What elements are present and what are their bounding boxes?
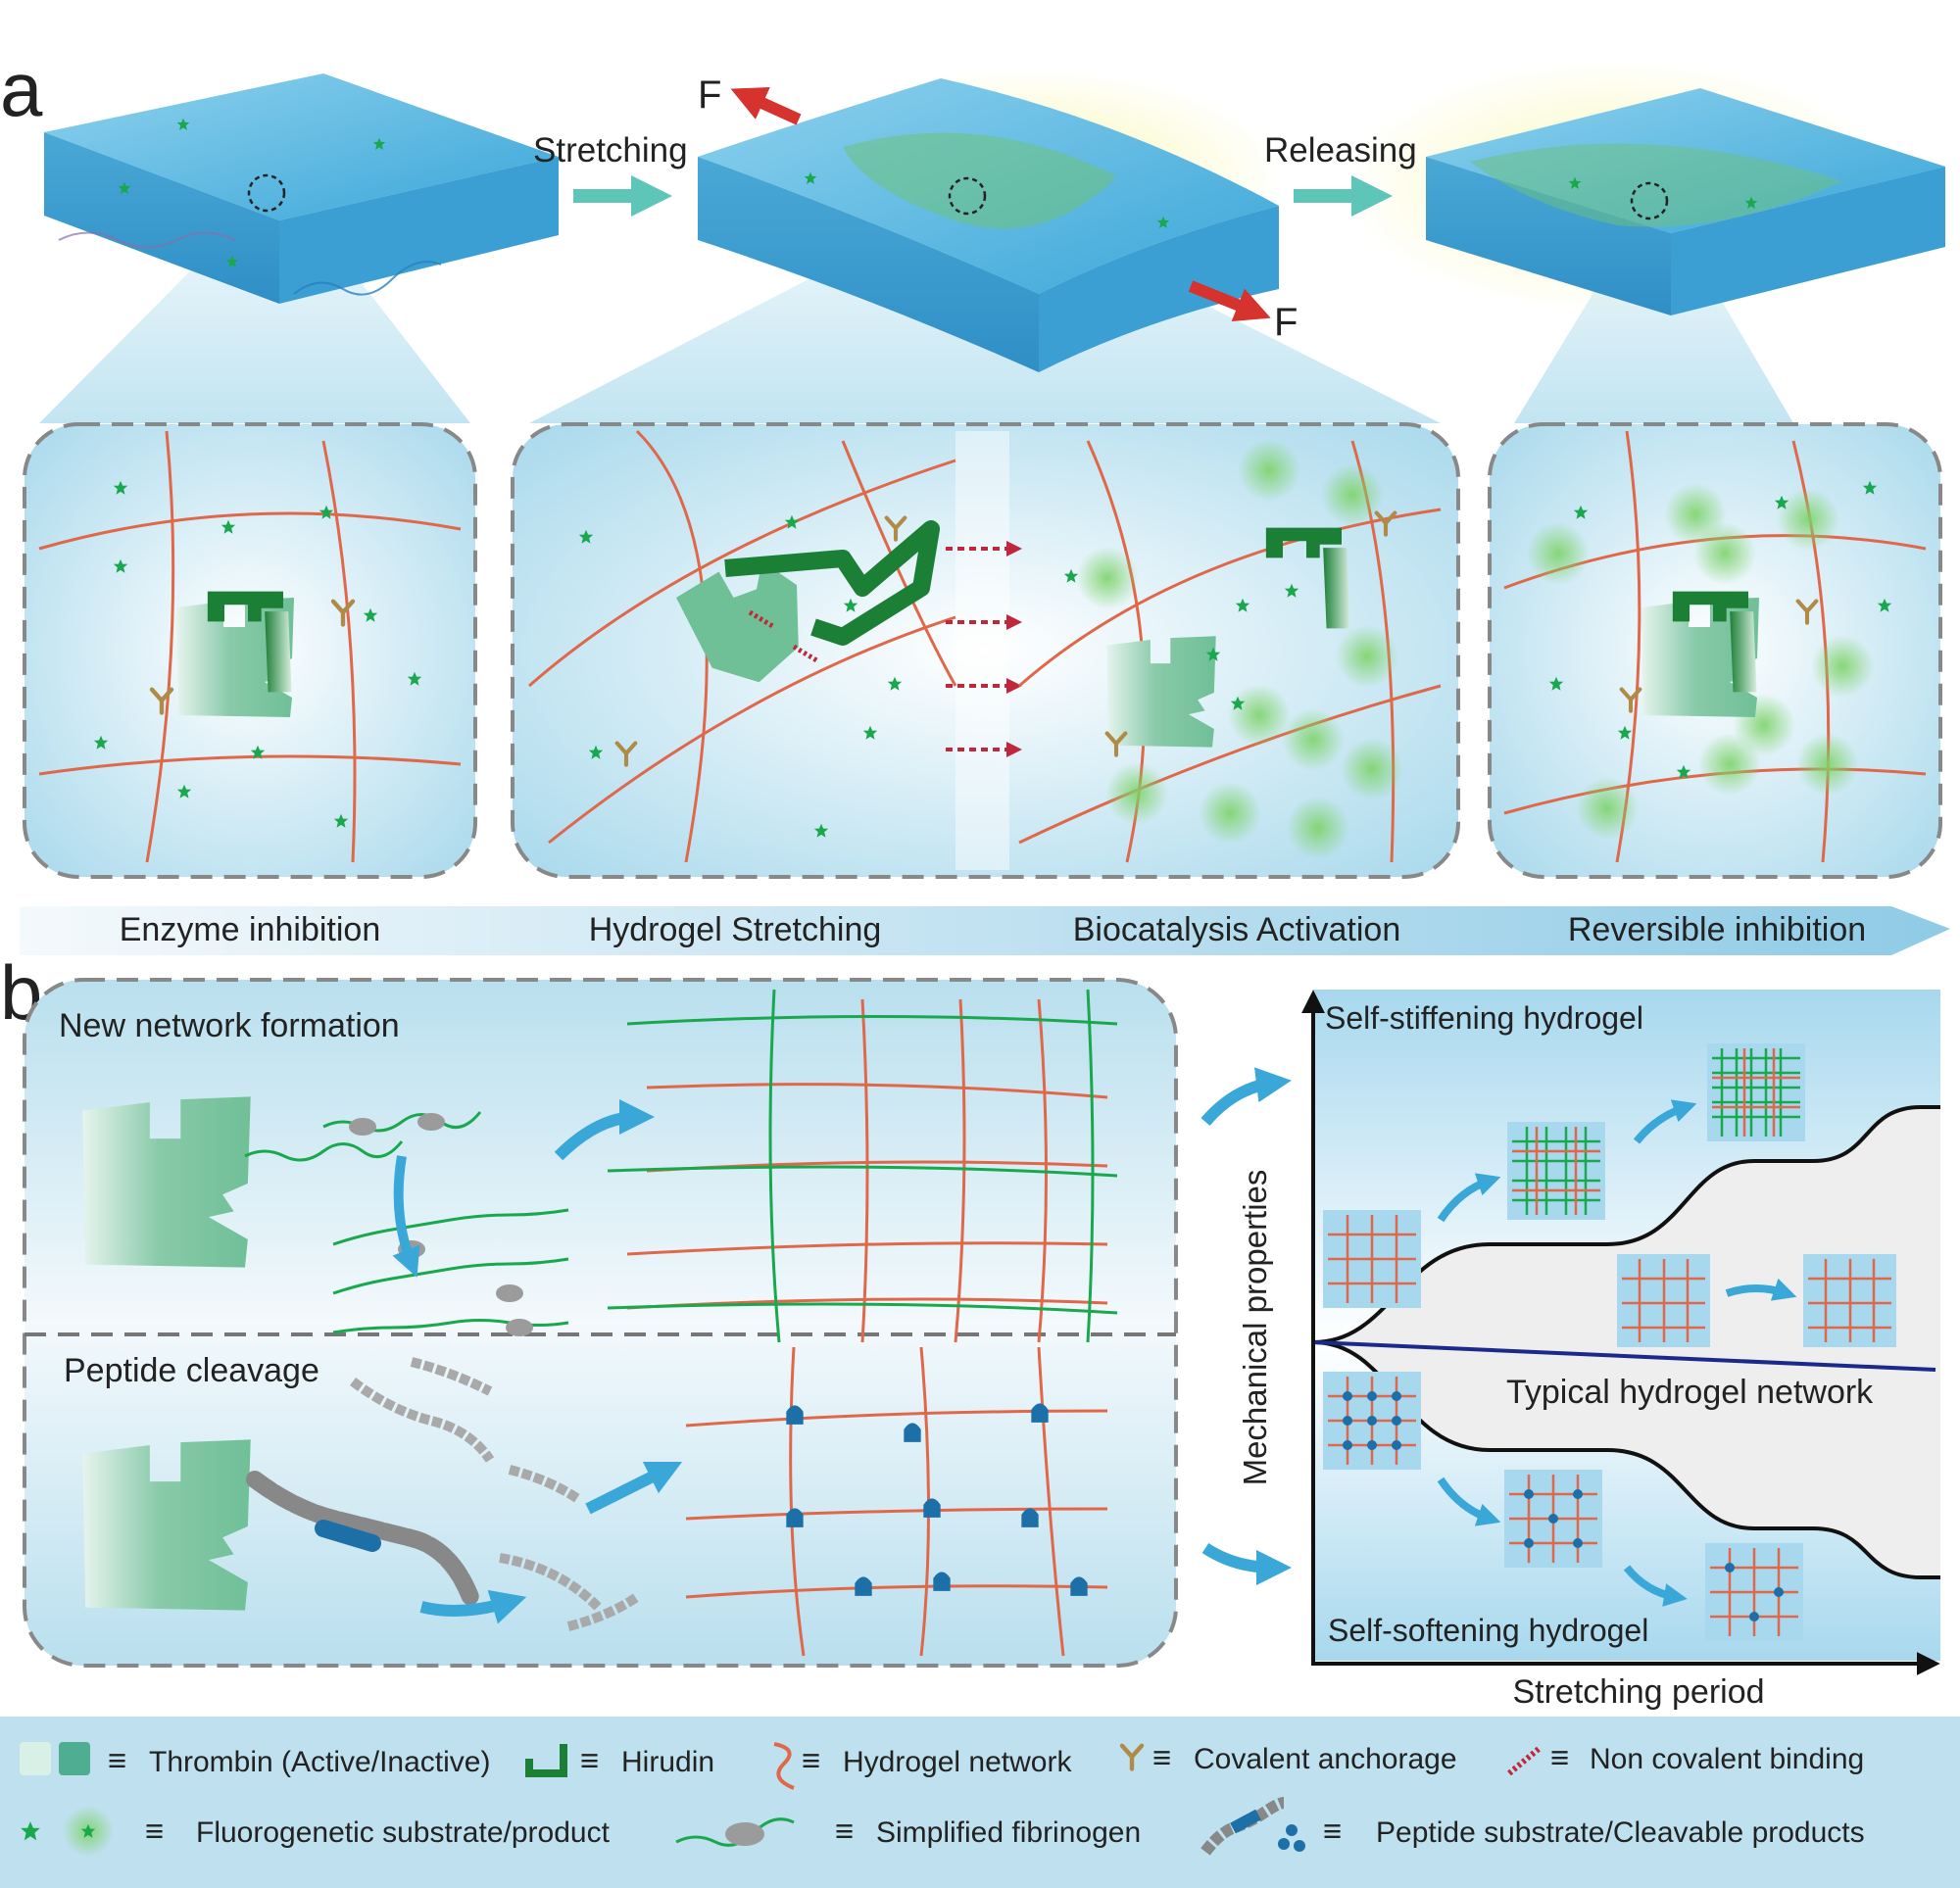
flow-arrow-to-stiffening	[1200, 1067, 1292, 1126]
y-axis-label: Mechanical properties	[1237, 1170, 1273, 1486]
svg-text:≡: ≡	[580, 1742, 599, 1778]
new-network-formation-title: New network formation	[59, 1007, 400, 1044]
zoom-beam-1	[39, 196, 470, 423]
svg-text:≡: ≡	[802, 1742, 820, 1778]
legend-hydrogel-network: ≡ Hydrogel network	[773, 1742, 1072, 1790]
legend: ≡ Thrombin (Active/Inactive) ≡ Hirudin ≡…	[0, 1717, 1960, 1888]
typical-hydrogel-curve	[1312, 1340, 1936, 1372]
force-arrow-right	[1188, 280, 1271, 322]
network-inset-typical-1	[1617, 1254, 1710, 1347]
network-inset-softened-2	[1504, 1470, 1602, 1568]
network-inset-stiffened-2	[1707, 1043, 1805, 1141]
svg-text:≡: ≡	[1152, 1739, 1171, 1775]
network-inset-softened-1	[1323, 1372, 1421, 1470]
mechanical-properties-graph: Mechanical properties Stretching period …	[1237, 990, 1940, 1711]
legend-noncovalent-binding: ≡ Non covalent binding	[1507, 1739, 1864, 1776]
force-arrow-left	[730, 87, 802, 125]
panel-a-letter: a	[0, 46, 43, 132]
stage-label-3: Biocatalysis Activation	[1073, 911, 1401, 948]
legend-thrombin-label: Thrombin (Active/Inactive)	[149, 1746, 490, 1778]
force-label-right: F	[1274, 301, 1298, 344]
network-inset-softened-3	[1705, 1543, 1803, 1641]
releasing-label: Releasing	[1264, 131, 1417, 169]
typical-hydrogel-label: Typical hydrogel network	[1506, 1374, 1874, 1411]
legend-covalent-anchorage: ≡ Covalent anchorage	[1122, 1739, 1457, 1775]
svg-text:≡: ≡	[145, 1813, 164, 1849]
svg-text:≡: ≡	[1550, 1739, 1569, 1775]
stage-progress-band	[20, 906, 1950, 955]
hydrogel-slab-relaxed	[44, 73, 559, 304]
stage-label-4: Reversible inhibition	[1568, 911, 1866, 948]
svg-text:≡: ≡	[1323, 1813, 1342, 1849]
legend-noncovalent-label: Non covalent binding	[1590, 1743, 1864, 1775]
legend-peptide-substrate: ≡ Peptide substrate/Cleavable products	[1200, 1797, 1865, 1856]
legend-covalent-label: Covalent anchorage	[1194, 1743, 1457, 1775]
flow-arrow-to-softening	[1201, 1542, 1292, 1585]
legend-fluorogenetic-label: Fluorogenetic substrate/product	[196, 1816, 611, 1849]
legend-hydrogel-label: Hydrogel network	[843, 1746, 1072, 1778]
legend-hirudin-label: Hirudin	[621, 1746, 714, 1778]
stage-label-1: Enzyme inhibition	[120, 911, 380, 948]
zoom-box-stretching-activation	[511, 422, 1460, 879]
legend-fibrinogen: ≡ Simplified fibrinogen	[675, 1813, 1141, 1849]
x-axis-label: Stretching period	[1512, 1673, 1764, 1711]
new-network-formation-box: New network formation Peptide cleavage	[23, 978, 1178, 1668]
stage-label-2: Hydrogel Stretching	[589, 911, 882, 948]
hydrogel-slab-released	[1343, 59, 1945, 315]
legend-fluorogenetic: ≡ Fluorogenetic substrate/product	[21, 1806, 611, 1857]
legend-hirudin: ≡ Hirudin	[525, 1742, 714, 1778]
hydrogel-slab-stretched	[698, 69, 1284, 372]
force-label-left: F	[698, 73, 721, 117]
self-stiffening-label: Self-stiffening hydrogel	[1325, 1000, 1643, 1036]
peptide-cleavage-title: Peptide cleavage	[64, 1352, 319, 1389]
zoom-beam-3	[1514, 206, 1793, 423]
legend-thrombin: ≡ Thrombin (Active/Inactive)	[20, 1742, 490, 1778]
svg-text:≡: ≡	[835, 1813, 854, 1849]
zoom-box-reversible-inhibition	[1488, 422, 1942, 879]
stretching-label: Stretching	[533, 131, 688, 169]
legend-peptide-label: Peptide substrate/Cleavable products	[1376, 1816, 1865, 1849]
network-inset-1	[1323, 1210, 1421, 1308]
svg-text:≡: ≡	[108, 1742, 126, 1778]
network-inset-stiffened-1	[1507, 1122, 1605, 1220]
legend-fibrinogen-label: Simplified fibrinogen	[876, 1816, 1141, 1849]
zoom-box-enzyme-inhibition	[23, 422, 477, 879]
network-inset-typical-2	[1803, 1254, 1896, 1347]
self-softening-label: Self-softening hydrogel	[1328, 1613, 1648, 1648]
